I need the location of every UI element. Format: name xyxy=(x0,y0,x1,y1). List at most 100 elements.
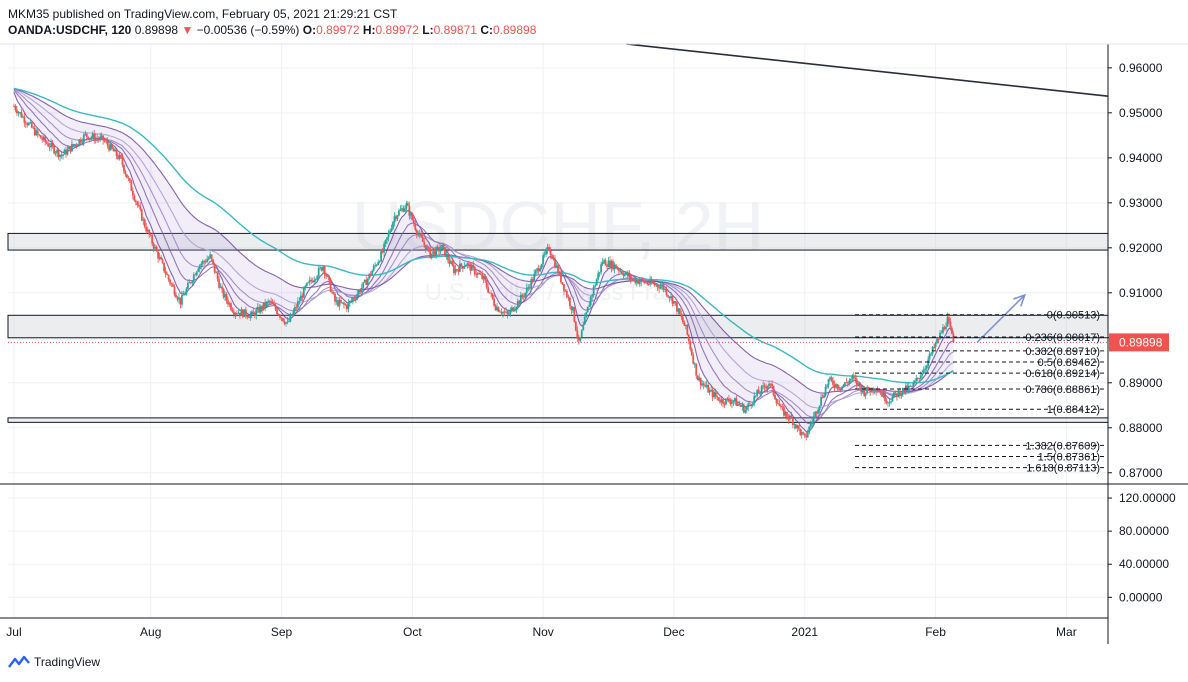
candle-body xyxy=(861,388,864,392)
candle-body xyxy=(817,409,820,414)
candle-body xyxy=(885,400,888,403)
ema-line xyxy=(13,89,954,425)
candle-body xyxy=(369,273,372,276)
candle-body xyxy=(118,155,121,159)
candle-body xyxy=(207,257,210,260)
candle-body xyxy=(515,307,518,310)
candle-body xyxy=(332,292,335,294)
candle-body xyxy=(809,424,812,427)
candle-body xyxy=(133,195,136,201)
candle-body xyxy=(273,304,275,306)
candle-body xyxy=(778,403,781,407)
candle-body xyxy=(909,385,912,387)
candle-body xyxy=(244,309,247,317)
candle-body xyxy=(264,302,267,307)
candle-body xyxy=(371,270,374,276)
candle-body xyxy=(274,305,277,310)
candle-body xyxy=(378,261,381,263)
candle-body xyxy=(246,316,249,318)
candle-body xyxy=(508,313,510,315)
candle-body xyxy=(102,135,105,141)
candle-body xyxy=(496,307,498,311)
candle-body xyxy=(644,282,647,284)
candle-body xyxy=(194,274,197,276)
candle-body xyxy=(745,407,748,410)
candle-body xyxy=(866,387,869,394)
candle-body xyxy=(876,390,879,392)
candle-body xyxy=(420,233,423,237)
candle-body xyxy=(723,403,726,405)
candle-body xyxy=(36,130,39,135)
candle-body xyxy=(204,261,207,263)
candle-body xyxy=(788,415,791,420)
candle-body xyxy=(677,308,680,312)
candle-body xyxy=(418,233,421,235)
candle-body xyxy=(503,311,506,313)
candle-body xyxy=(646,282,649,285)
candle-body xyxy=(583,317,586,325)
candle-body xyxy=(793,424,796,426)
candle-body xyxy=(898,390,901,396)
candle-body xyxy=(166,273,168,275)
candle-body xyxy=(827,379,830,386)
candle-body xyxy=(720,399,723,403)
candle-body xyxy=(835,384,837,388)
candle-body xyxy=(286,321,289,323)
candle-body xyxy=(875,390,878,392)
osc-y-tick-label: 40.00000 xyxy=(1119,557,1169,571)
candle-body xyxy=(206,259,209,263)
candle-body xyxy=(732,400,735,403)
candle-body xyxy=(17,112,20,114)
candle-body xyxy=(268,301,271,303)
candle-body xyxy=(334,293,336,302)
candle-body xyxy=(412,220,415,224)
candle-body xyxy=(475,274,478,276)
candle-body xyxy=(157,251,160,259)
candle-body xyxy=(823,395,825,398)
candle-body xyxy=(354,298,357,300)
candle-body xyxy=(678,308,681,315)
candle-body xyxy=(308,279,311,283)
candle-body xyxy=(466,263,469,266)
candle-body xyxy=(173,286,176,295)
candle-body xyxy=(750,404,753,406)
candle-body xyxy=(467,263,470,265)
candle-body xyxy=(170,283,173,285)
candle-body xyxy=(643,280,646,283)
candle-body xyxy=(519,294,522,304)
candle-body xyxy=(794,424,797,429)
candle-body xyxy=(115,149,118,156)
candle-body xyxy=(154,246,157,249)
candle-body xyxy=(576,330,579,338)
candle-body xyxy=(126,174,128,178)
candle-body xyxy=(692,355,695,364)
candle-body xyxy=(936,338,938,344)
candle-body xyxy=(48,146,51,148)
fib-level-label: 0.786(0.88861) xyxy=(1025,384,1100,396)
candle-body xyxy=(84,133,87,135)
candle-body xyxy=(335,300,338,302)
candle-body xyxy=(131,190,134,196)
ema-ribbon-fill xyxy=(13,88,954,432)
candle-body xyxy=(830,377,833,381)
close-value: 0.89898 xyxy=(492,23,537,37)
candle-body xyxy=(799,428,802,435)
candle-body xyxy=(561,282,564,285)
candle-body xyxy=(879,392,882,394)
candle-body xyxy=(924,368,927,371)
candle-body xyxy=(42,136,45,140)
candle-body xyxy=(399,209,402,211)
candle-body xyxy=(112,148,115,152)
candle-body xyxy=(931,347,934,354)
candle-body xyxy=(97,138,100,140)
candle-body xyxy=(73,144,76,146)
candle-body xyxy=(928,353,931,360)
candle-body xyxy=(109,144,112,151)
candle-body xyxy=(158,256,161,259)
candle-body xyxy=(181,294,183,305)
candle-body xyxy=(366,278,369,286)
candle-body xyxy=(628,274,631,277)
candle-body xyxy=(548,247,550,251)
candle-body xyxy=(436,247,439,248)
